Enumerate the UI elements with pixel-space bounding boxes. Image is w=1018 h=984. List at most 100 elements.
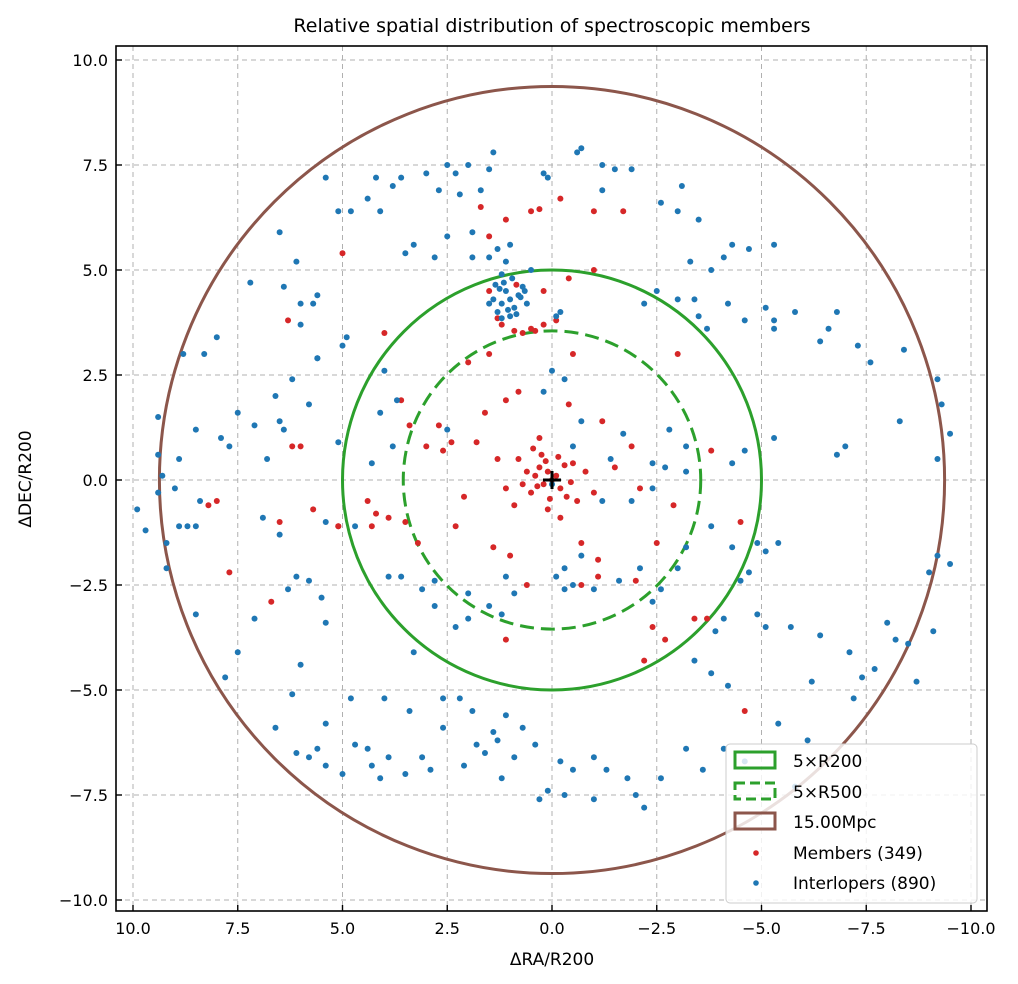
interloper-point [289, 691, 296, 698]
interloper-point [729, 241, 736, 248]
member-point [536, 464, 543, 471]
member-point [628, 443, 635, 450]
interloper-point [590, 586, 597, 593]
interloper-point [947, 430, 954, 437]
member-point [553, 317, 560, 324]
legend-label-r500: 5×R500 [793, 783, 862, 803]
interloper-point [947, 561, 954, 567]
interloper-point [234, 409, 241, 416]
interloper-point [500, 279, 507, 286]
interloper-point [423, 170, 430, 177]
interloper-point [293, 750, 300, 756]
interloper-point [435, 187, 442, 194]
interloper-point [381, 367, 388, 374]
interloper-point [507, 313, 514, 320]
interloper-point [884, 619, 891, 626]
interloper-point [817, 632, 824, 639]
member-point [555, 453, 562, 460]
member-point [741, 708, 748, 714]
interloper-point [486, 254, 493, 261]
interloper-point [293, 573, 300, 580]
interloper-point [494, 737, 501, 744]
interloper-point [511, 590, 518, 597]
member-point [595, 573, 602, 580]
interloper-point [490, 296, 497, 303]
member-point [737, 519, 744, 525]
interloper-point [649, 485, 656, 492]
interloper-point [498, 611, 505, 618]
interloper-point [507, 296, 514, 303]
chart-title: Relative spatial distribution of spectro… [293, 15, 810, 37]
member-point [364, 498, 371, 504]
y-tick-label: 0.0 [83, 471, 108, 490]
interloper-point [163, 540, 170, 546]
interloper-point [213, 334, 220, 341]
member-point [511, 327, 518, 334]
interloper-point [490, 729, 497, 735]
member-point [452, 523, 459, 530]
interloper-point [771, 241, 778, 248]
interloper-point [402, 771, 409, 777]
member-point [574, 498, 581, 504]
member-point [704, 615, 711, 622]
interloper-point [502, 573, 509, 580]
interloper-point [465, 590, 472, 597]
member-point [523, 468, 530, 475]
member-point [538, 451, 545, 458]
interloper-point [762, 624, 769, 630]
interloper-point [389, 443, 396, 450]
interloper-point [431, 603, 438, 609]
member-point [578, 582, 585, 588]
interloper-point [569, 443, 576, 450]
interloper-point [305, 577, 312, 584]
interloper-point [561, 565, 568, 572]
interloper-point [628, 166, 635, 173]
interloper-point [611, 166, 618, 173]
interloper-point [465, 615, 472, 622]
member-point [276, 519, 283, 525]
member-point [268, 598, 275, 605]
interloper-point [393, 397, 400, 404]
interloper-point [280, 426, 287, 433]
interloper-point [314, 292, 321, 299]
interloper-point [502, 258, 509, 265]
interloper-point [322, 174, 329, 181]
interloper-point [517, 294, 524, 301]
interloper-point [741, 447, 748, 454]
interloper-point [729, 460, 736, 467]
interloper-point [217, 435, 224, 441]
interloper-point [389, 183, 396, 189]
member-point [289, 443, 296, 450]
interloper-point [691, 296, 698, 303]
interloper-point [599, 187, 606, 194]
member-point [381, 330, 388, 336]
interloper-point [620, 430, 627, 437]
member-point [532, 327, 539, 334]
interloper-point [427, 766, 434, 773]
interloper-point [171, 485, 178, 492]
interloper-point [176, 456, 183, 462]
interloper-point [305, 754, 312, 761]
interloper-point [469, 254, 476, 261]
interloper-point [553, 313, 560, 320]
interloper-point [607, 456, 614, 462]
legend-marker-interlopers [753, 880, 759, 886]
interloper-point [540, 388, 547, 395]
interloper-point [297, 321, 304, 328]
interloper-point [683, 443, 690, 450]
interloper-point [754, 540, 761, 546]
interloper-point [314, 355, 321, 362]
interloper-point [678, 183, 685, 189]
data-points [134, 145, 954, 811]
interloper-point [561, 792, 568, 798]
circle-5-r200 [341, 268, 763, 692]
interloper-point [900, 346, 907, 353]
interloper-point [590, 754, 597, 761]
interloper-point [280, 283, 287, 290]
interloper-point [825, 325, 832, 332]
interloper-point [364, 195, 371, 202]
interloper-point [444, 426, 451, 433]
interloper-point [553, 573, 560, 580]
interloper-point [440, 724, 447, 731]
